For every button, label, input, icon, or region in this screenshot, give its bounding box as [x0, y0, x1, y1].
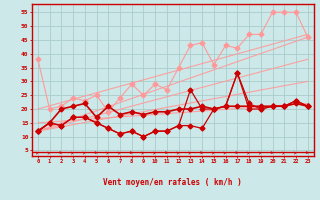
X-axis label: Vent moyen/en rafales ( km/h ): Vent moyen/en rafales ( km/h ) — [103, 178, 242, 187]
